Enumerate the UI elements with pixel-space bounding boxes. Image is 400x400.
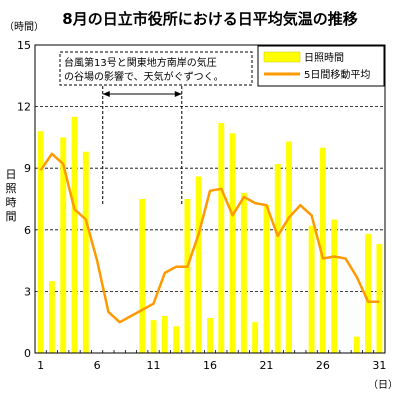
bar <box>161 316 168 353</box>
x-tick-label: 21 <box>259 359 273 372</box>
chart-title: 8月の日立市役所における日平均気温の推移 <box>62 10 358 28</box>
bar <box>263 205 270 353</box>
x-tick-label: 26 <box>316 359 330 372</box>
y-tick-label: 3 <box>24 285 31 298</box>
y-tick-label: 0 <box>24 347 31 360</box>
annotation-arrowhead-left <box>102 91 110 97</box>
bar <box>218 123 225 353</box>
bar <box>353 336 360 353</box>
y-tick-label: 12 <box>17 101 31 114</box>
axes <box>34 44 386 354</box>
line-series <box>39 152 380 324</box>
bar <box>376 244 383 353</box>
y-axis-unit: （時間） <box>4 22 44 33</box>
bar <box>82 151 89 353</box>
bar <box>37 131 44 353</box>
x-tick-label: 6 <box>94 359 101 372</box>
grid <box>35 106 385 292</box>
x-tick-label: 16 <box>203 359 217 372</box>
bar <box>252 322 259 353</box>
annotation-arrowhead-right <box>174 91 182 97</box>
moving-average-line <box>39 152 380 324</box>
x-tick-label: 31 <box>372 359 386 372</box>
plot-frame <box>34 44 386 354</box>
legend-bar-swatch <box>263 51 301 63</box>
bar <box>139 199 146 353</box>
bar <box>229 133 236 353</box>
bar <box>49 281 55 353</box>
bar <box>173 326 180 353</box>
annotation: 台風第13号と関東地方南岸の気圧 の谷場の影響で、天気がぐずつく。 <box>59 51 253 205</box>
legend-line-label: 5日間移動平均 <box>304 68 370 81</box>
annotation-box <box>59 51 253 86</box>
y-axis-label: 日照時間 <box>5 168 17 223</box>
bar <box>331 219 338 353</box>
legend: 日照時間 5日間移動平均 <box>257 45 385 87</box>
bar-series <box>37 116 383 353</box>
bar <box>286 141 292 353</box>
annotation-line-1: 台風第13号と関東地方南岸の気圧 <box>64 56 217 69</box>
annotation-line-2: の谷場の影響で、天気がぐずつく。 <box>64 70 224 83</box>
y-tick-label: 15 <box>17 39 31 52</box>
y-tick-label: 6 <box>24 224 31 237</box>
bar <box>308 225 315 353</box>
bar <box>71 116 78 353</box>
bar <box>207 318 213 353</box>
y-tick-label: 9 <box>24 162 31 175</box>
bar <box>274 164 281 353</box>
x-tick-label: 1 <box>37 359 44 372</box>
bar <box>319 147 326 353</box>
bar <box>240 192 247 353</box>
x-axis-unit: （日） <box>368 380 398 391</box>
bar <box>184 199 191 353</box>
bar <box>150 320 157 353</box>
legend-bar-label: 日照時間 <box>304 52 344 64</box>
bar <box>195 176 202 353</box>
bar <box>60 137 67 353</box>
bar <box>365 233 371 353</box>
x-tick-label: 11 <box>147 359 161 372</box>
